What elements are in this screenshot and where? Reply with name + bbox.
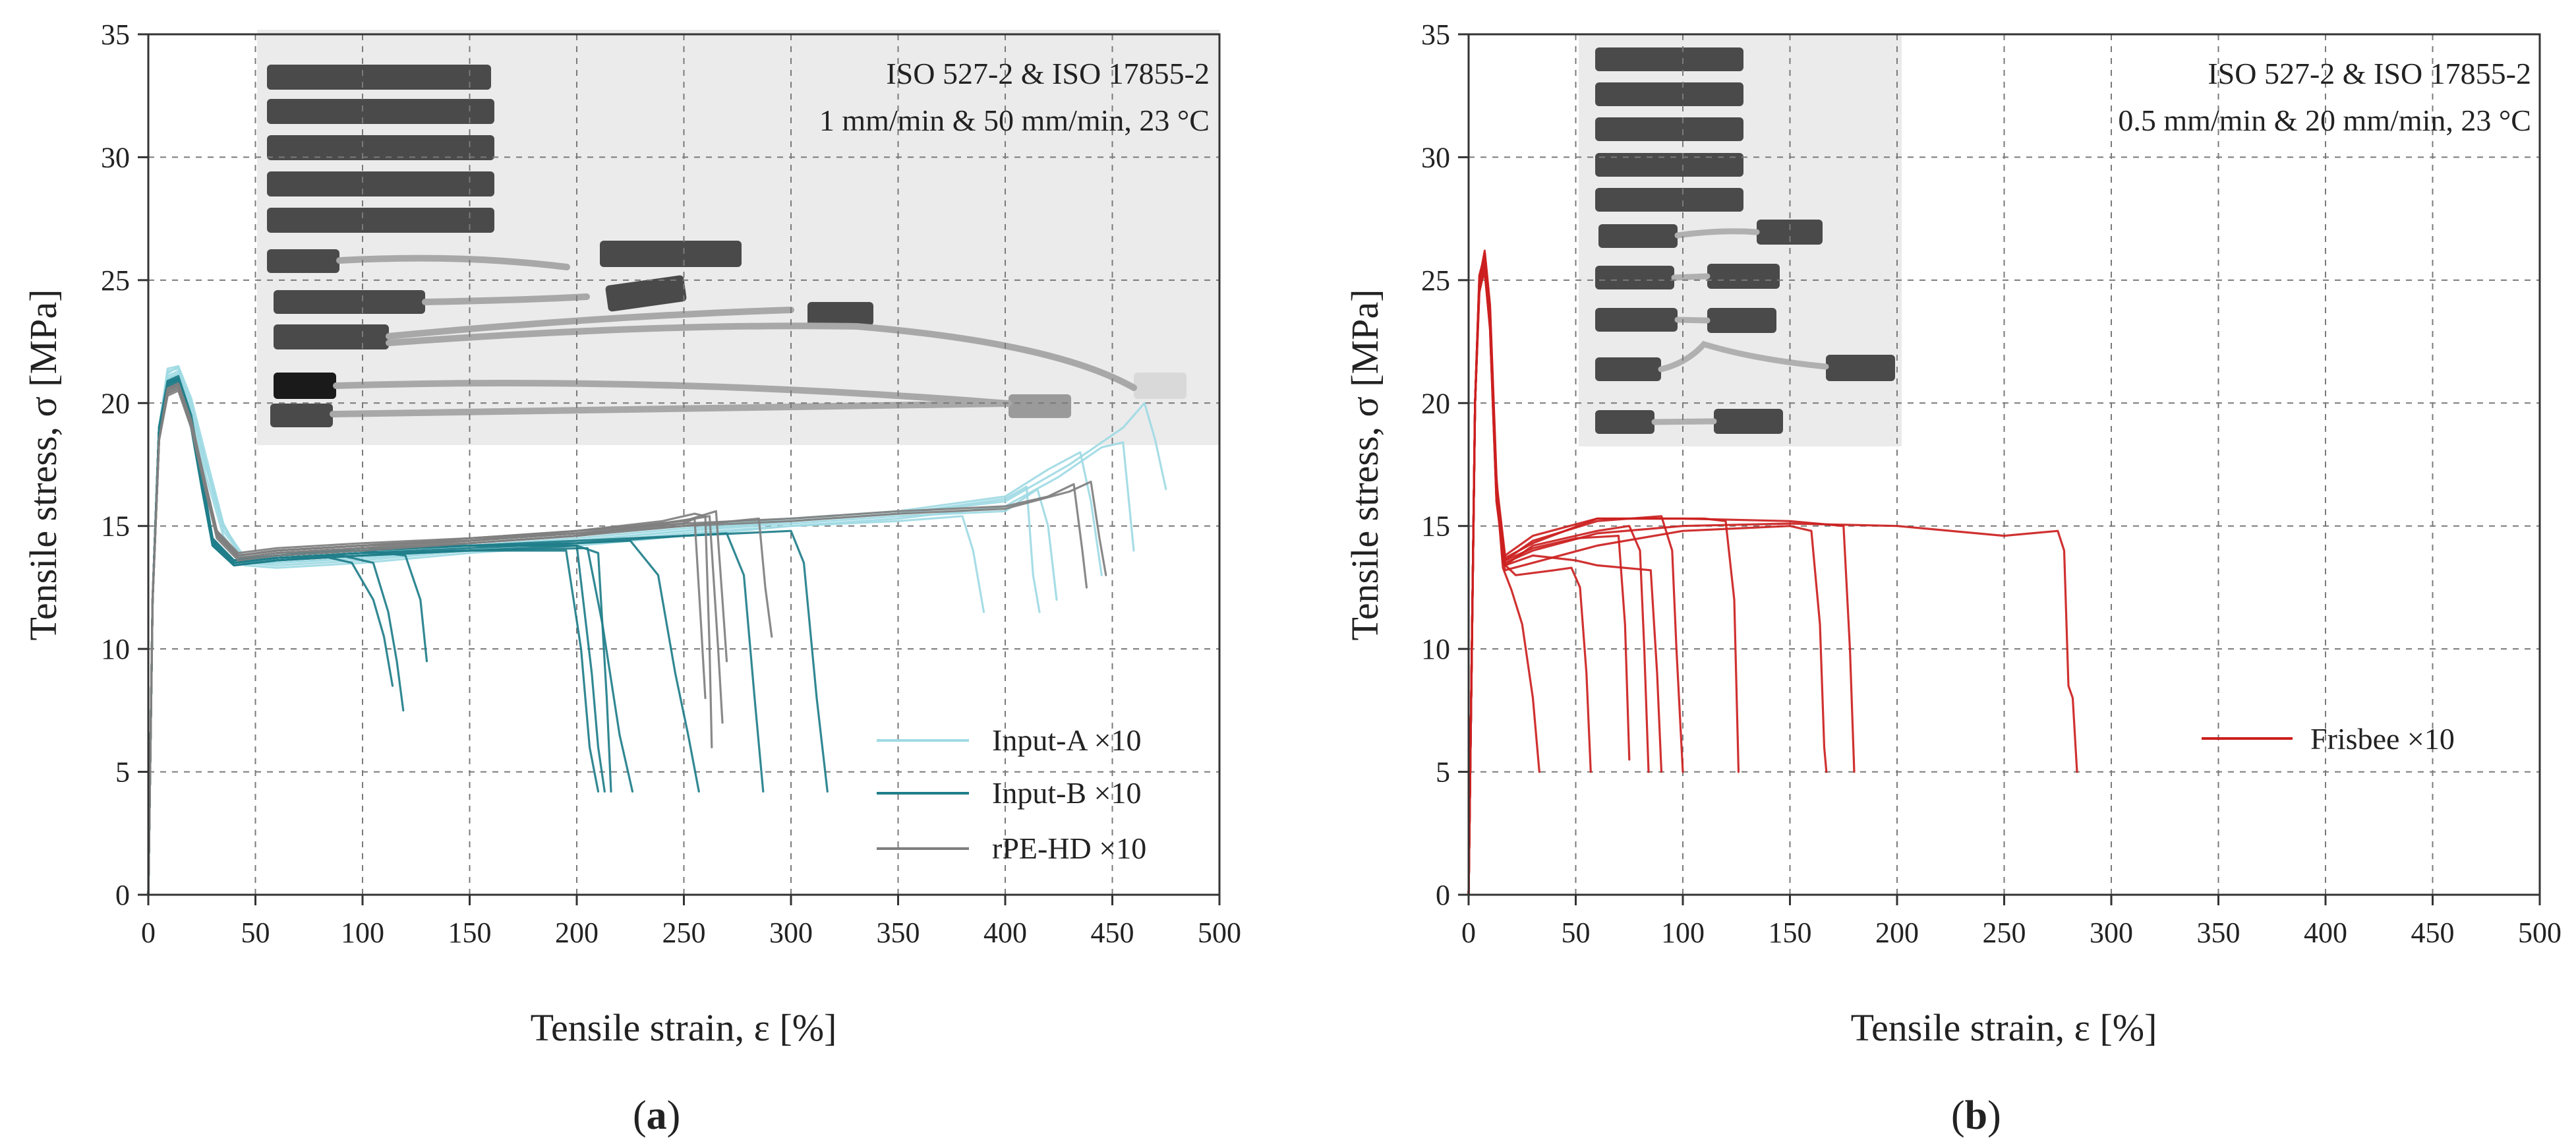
x-tick-label: 400 (2304, 917, 2347, 949)
series-rpe-hd-10-curve-2 (147, 387, 724, 896)
series-input-a-10-curve-1 (147, 367, 1167, 896)
y-tick-label: 25 (1421, 264, 1450, 297)
y-tick-label: 15 (101, 510, 130, 543)
panel-label-a: (a) (633, 1093, 680, 1138)
grid-lines (1469, 34, 2540, 895)
x-tick-label: 350 (877, 917, 920, 949)
series-curves (147, 365, 1167, 896)
series-rpe-hd-10 (147, 382, 1107, 896)
x-tick-label: 100 (1661, 917, 1705, 949)
axis-ticks: 0 50 100 150 200 250 300 350 400 450 500 0 5 10 15 20 25… (101, 18, 1241, 949)
x-tick-label: 100 (341, 917, 384, 949)
grid-lines (148, 34, 1219, 895)
series-input-b-10-curve-6 (147, 384, 634, 896)
y-tick-label: 5 (1436, 756, 1450, 789)
specimen-bars (1595, 47, 1895, 434)
x-tick-label: 200 (555, 917, 599, 949)
y-tick-label: 30 (101, 141, 130, 173)
series-input-b-10-curve-10 (147, 382, 612, 896)
y-tick-label: 35 (1421, 18, 1450, 51)
x-tick-label: 0 (141, 917, 156, 949)
series-frisbee-10 (1467, 249, 2078, 896)
series-input-b-10-curve-5 (147, 377, 606, 896)
legend-label-input-a: Input-A ×10 (992, 723, 1142, 757)
series-input-b-10-curve-8 (147, 380, 765, 896)
series-input-a-10-curve-6 (147, 370, 1041, 896)
series-rpe-hd-10-curve-6 (147, 384, 1088, 896)
y-axis-title: Tensile stress, σ [MPa] (1343, 289, 1386, 640)
legend-label-input-b: Input-B ×10 (992, 776, 1142, 810)
x-axis-title: Tensile strain, ε [%] (1851, 1006, 2157, 1049)
series-frisbee-10-curve-1 (1467, 249, 1592, 896)
specimen-photo-inset (1579, 34, 1902, 446)
x-axis-title: Tensile strain, ε [%] (531, 1006, 837, 1049)
panel-label-b: (b) (1951, 1093, 2001, 1138)
legend: Input-A ×10 Input-B ×10 rPE-HD ×10 (877, 723, 1146, 865)
panel-a: 0 50 100 150 200 250 300 350 400 450 500 0 5 10 15 20 25… (22, 18, 1241, 1138)
panel-letter-a: a (647, 1093, 667, 1138)
y-tick-label: 15 (1421, 510, 1450, 543)
series-rpe-hd-10-curve-7 (147, 387, 1107, 896)
legend-label-frisbee: Frisbee ×10 (2310, 722, 2455, 756)
specimen-photo-inset (257, 30, 1219, 445)
y-tick-label: 0 (115, 879, 130, 911)
panel-b: 0 50 100 150 200 250 300 350 400 450 500 0 5 10 15 20 25… (1343, 18, 2561, 1138)
series-rpe-hd-10-curve-4 (147, 382, 728, 896)
x-tick-label: 200 (1875, 917, 1919, 949)
specimen-strands (330, 255, 1137, 417)
x-tick-label: 300 (769, 917, 813, 949)
x-tick-label: 400 (983, 917, 1027, 949)
legend: Frisbee ×10 (2202, 722, 2455, 756)
y-axis-title: Tensile stress, σ [MPa] (22, 289, 65, 640)
specimen-strands (1651, 228, 1829, 425)
x-tick-label: 150 (1769, 917, 1812, 949)
y-tick-label: 25 (101, 264, 130, 297)
series-input-b-10-curve-1 (147, 380, 394, 896)
annotation-conditions: 1 mm/min & 50 mm/min, 23 °C (819, 104, 1210, 137)
x-tick-label: 300 (2090, 917, 2133, 949)
y-tick-label: 10 (101, 633, 130, 665)
y-tick-label: 20 (1421, 387, 1450, 419)
series-input-b-10-curve-4 (147, 382, 600, 896)
series-input-a-10-curve-2 (147, 372, 1135, 896)
y-tick-label: 20 (101, 387, 130, 419)
annotation-standard: ISO 527-2 & ISO 17855-2 (2208, 57, 2531, 90)
x-tick-label: 50 (241, 917, 270, 949)
series-rpe-hd-10-curve-3 (147, 384, 707, 896)
series-input-a-10 (147, 365, 1167, 896)
x-tick-label: 350 (2197, 917, 2240, 949)
panel-letter-b: b (1965, 1093, 1987, 1138)
series-frisbee-10-curve-2 (1467, 259, 1540, 896)
x-tick-label: 50 (1562, 917, 1591, 949)
annotation-conditions: 0.5 mm/min & 20 mm/min, 23 °C (2118, 104, 2531, 137)
x-tick-label: 250 (662, 917, 706, 949)
axis-ticks: 0 50 100 150 200 250 300 350 400 450 500 0 5 10 15 20 25… (1421, 18, 2561, 949)
y-tick-label: 0 (1436, 879, 1450, 911)
series-rpe-hd-10-curve-5 (147, 390, 773, 896)
series-frisbee-10-curve-10 (1467, 272, 1663, 896)
specimen-bars (267, 65, 1186, 427)
series-rpe-hd-10-curve-1 (147, 384, 713, 896)
y-tick-label: 10 (1421, 633, 1450, 665)
series-input-a-10-curve-3 (147, 365, 1103, 896)
y-tick-label: 30 (1421, 141, 1450, 173)
x-tick-label: 0 (1461, 917, 1476, 949)
x-tick-label: 450 (1091, 917, 1134, 949)
x-tick-label: 150 (448, 917, 492, 949)
series-curves (1467, 249, 2078, 896)
x-tick-label: 500 (2518, 917, 2561, 949)
legend-label-rpe-hd: rPE-HD ×10 (992, 831, 1146, 865)
annotation-standard: ISO 527-2 & ISO 17855-2 (886, 57, 1210, 90)
series-input-b-10-curve-2 (147, 382, 405, 896)
x-tick-label: 500 (1198, 917, 1241, 949)
y-tick-label: 35 (101, 18, 130, 51)
x-tick-label: 250 (1983, 917, 2026, 949)
x-tick-label: 450 (2411, 917, 2455, 949)
y-tick-label: 5 (115, 756, 130, 789)
series-input-b-10-curve-3 (147, 377, 428, 896)
series-input-a-10-curve-5 (147, 375, 985, 896)
